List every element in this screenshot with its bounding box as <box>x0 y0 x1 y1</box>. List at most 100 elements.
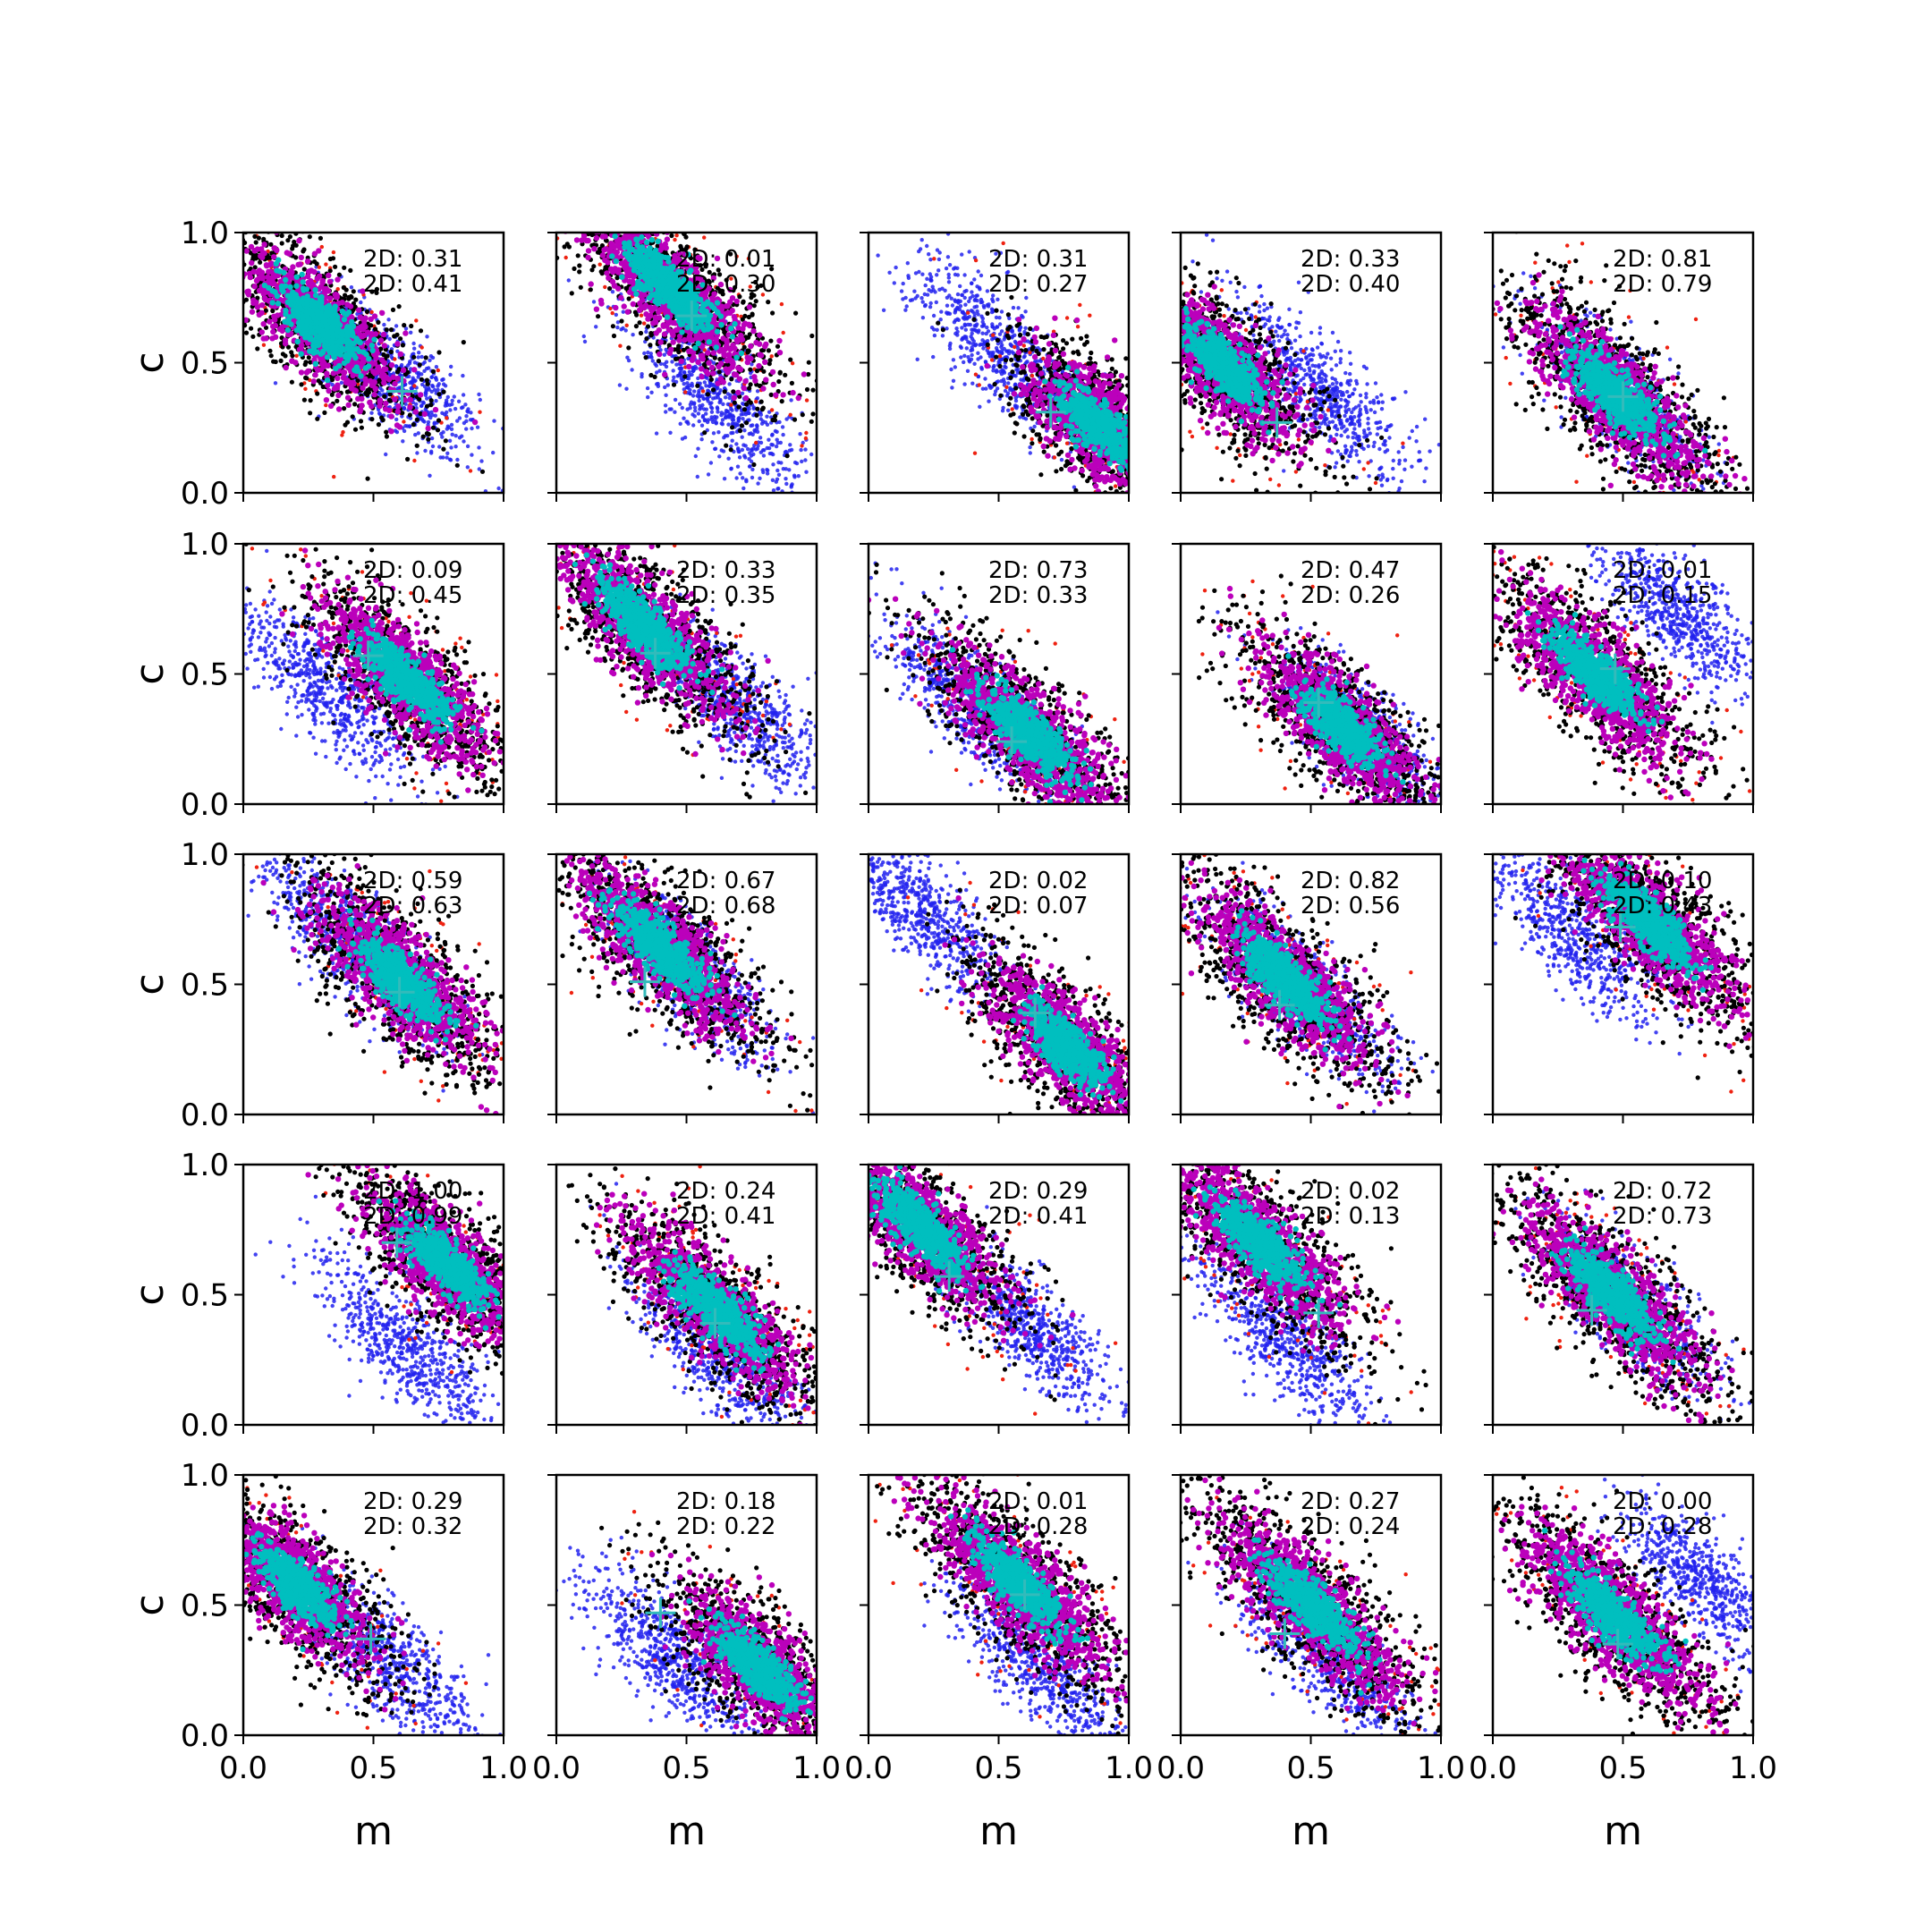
blue-point <box>692 389 696 393</box>
magenta-point <box>257 288 262 293</box>
black-point <box>724 444 728 448</box>
blue-point <box>729 431 733 435</box>
black-point <box>810 411 815 416</box>
red-point <box>674 233 678 237</box>
black-point <box>302 398 307 402</box>
black-point <box>333 265 337 269</box>
magenta-point <box>607 215 613 220</box>
black-point <box>759 400 764 404</box>
black-point <box>652 216 657 221</box>
blue-point <box>762 453 766 457</box>
blue-point <box>710 418 714 421</box>
magenta-point <box>395 376 401 381</box>
black-point <box>577 221 581 225</box>
magenta-point <box>305 258 310 264</box>
blue-point <box>688 406 691 410</box>
cyan-point <box>293 292 299 297</box>
magenta-point <box>418 392 423 397</box>
blue-point <box>449 445 453 449</box>
black-point <box>610 226 614 231</box>
blue-point <box>434 399 437 402</box>
black-point <box>610 216 614 221</box>
black-point <box>550 233 555 238</box>
blue-point <box>672 369 675 372</box>
blue-point <box>765 468 768 471</box>
black-point <box>572 215 577 219</box>
black-point <box>233 242 237 246</box>
blue-point <box>759 451 763 454</box>
magenta-point <box>362 381 368 386</box>
blue-point <box>693 409 697 412</box>
black-point <box>611 324 615 328</box>
black-point <box>780 399 784 403</box>
black-point <box>634 324 639 328</box>
magenta-point <box>264 262 269 267</box>
cyan-point <box>358 373 363 378</box>
black-point <box>224 267 228 271</box>
blue-point <box>457 400 461 403</box>
blue-point <box>449 365 453 369</box>
blue-point <box>765 446 768 450</box>
magenta-point <box>284 365 289 370</box>
blue-point <box>771 462 775 466</box>
magenta-point <box>296 238 301 243</box>
cyan-point <box>332 320 337 326</box>
blue-point <box>640 372 643 376</box>
black-point <box>303 376 308 380</box>
blue-point <box>771 443 775 446</box>
blue-point <box>451 399 454 402</box>
cyan-point <box>281 270 286 275</box>
blue-point <box>800 460 803 463</box>
blue-point <box>651 359 655 362</box>
magenta-point <box>601 189 606 194</box>
blue-point <box>408 361 411 365</box>
red-point <box>770 408 774 411</box>
black-point <box>609 202 614 207</box>
black-point <box>766 300 770 304</box>
black-point <box>199 210 204 215</box>
blue-point <box>803 447 807 451</box>
blue-point <box>759 441 763 445</box>
cyan-point <box>311 344 317 350</box>
black-point <box>189 199 193 203</box>
red-point <box>640 314 643 318</box>
cyan-point <box>303 313 309 318</box>
cyan-point <box>314 334 319 339</box>
blue-point <box>750 468 754 471</box>
magenta-point <box>289 269 294 275</box>
cyan-point <box>307 308 312 313</box>
black-point <box>126 209 131 214</box>
magenta-point <box>259 302 265 308</box>
black-point <box>244 208 249 212</box>
black-point <box>376 320 380 325</box>
red-point <box>313 207 317 210</box>
magenta-point <box>359 396 364 402</box>
blue-point <box>448 439 452 443</box>
magenta-point <box>346 402 352 408</box>
magenta-point <box>472 419 478 425</box>
blue-point <box>758 477 761 480</box>
black-point <box>328 268 333 273</box>
blue-point <box>377 411 381 415</box>
magenta-point <box>379 310 385 316</box>
magenta-point <box>259 275 265 281</box>
blue-point <box>350 285 353 289</box>
blue-point <box>622 310 625 314</box>
magenta-point <box>367 400 372 405</box>
black-point <box>398 336 402 341</box>
black-point <box>424 355 428 360</box>
black-point <box>617 220 622 225</box>
black-point <box>593 217 597 222</box>
black-point <box>619 318 623 323</box>
blue-point <box>670 360 674 363</box>
blue-point <box>720 421 724 425</box>
black-point <box>741 300 746 304</box>
black-point <box>581 214 586 218</box>
blue-point <box>777 420 781 424</box>
black-point <box>335 399 339 403</box>
magenta-point <box>306 268 311 274</box>
black-point <box>687 206 691 210</box>
magenta-point <box>357 409 362 414</box>
black-point <box>569 203 573 208</box>
blue-point <box>777 496 781 499</box>
